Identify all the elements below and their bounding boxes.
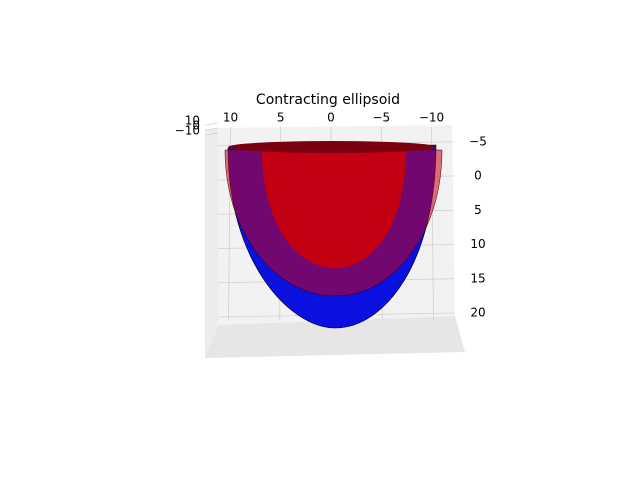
y-tick-label: −5 [469,134,487,148]
floor-pane [205,316,465,358]
x-tick-label: 5 [277,111,285,125]
y-tick-label: 20 [470,306,485,320]
y-tick-label: 10 [470,237,485,251]
x-tick-label: −10 [419,111,444,125]
y-tick-label: 0 [474,169,482,183]
x-tick-label: −5 [372,111,390,125]
y-tick-label: 15 [470,271,485,285]
z-tick-label: 0 [192,119,200,133]
z-tick-label: −10 [175,124,200,138]
rim [228,141,436,153]
inner-surface [262,150,406,268]
x-tick-label: 10 [223,111,238,125]
z-tick-label: 10 [185,114,200,128]
left-pane [205,128,218,358]
grid-line [204,132,219,136]
x-tick-label: 0 [327,111,335,125]
chart-title: Contracting ellipsoid [256,92,400,108]
grid-line [204,122,219,126]
grid-line [204,127,219,131]
y-tick-label: 5 [474,203,482,217]
